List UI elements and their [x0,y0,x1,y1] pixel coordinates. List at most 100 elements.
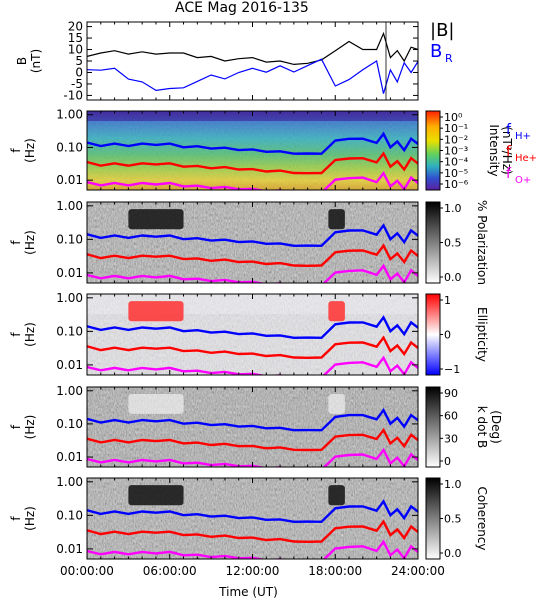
x-tick-label: 12:00:00 [226,564,280,578]
wave-event-wave-packet-2 [328,209,345,230]
legend-h-base: f [506,122,512,138]
y-tick-label: 0.01 [56,173,83,187]
gyrofrequency-f_he-line [87,519,418,544]
legend-h-sub: H+ [515,131,531,142]
colorbar-tick-label: 10⁻⁴ [444,156,469,169]
gyrofrequency-f_h-line [87,499,418,524]
wave-event-wave-packet-2 [328,485,345,506]
colorbar-tick-label: 10⁻⁵ [444,167,468,180]
x-tick-label: 00:00:00 [60,564,114,578]
gyrofrequency-f_h-line [87,131,418,155]
y-axis-label: f [9,240,23,245]
y-tick-label: -5 [71,77,83,91]
y-tick-label: 0.01 [56,450,83,464]
y-tick-label: 0.01 [56,542,83,556]
colorbar-label: (Deg) [489,410,503,444]
gyrofrequency-f_o-line [87,263,418,283]
y-axis-label: B [15,57,29,65]
y-axis-unit: (Hz) [23,138,37,163]
y-axis-label: f [9,148,23,153]
y-axis-label: f [9,424,23,429]
wave-event-wave-packet-2 [328,393,345,414]
colorbar-tick-label: 1 [444,294,451,307]
y-tick-label: 0.01 [56,266,83,280]
y-axis-unit: (Hz) [23,415,37,440]
colorbar-tick-label: 10⁻¹ [444,122,468,135]
colorbar-label: k dot B [475,406,489,448]
y-tick-label: 1.00 [56,108,83,122]
colorbar-label: % Polarization [475,200,489,285]
y-axis-unit: (Hz) [23,230,37,255]
y-tick-label: 0 [75,65,83,79]
ellipticity-heatmap-red [87,314,418,375]
y-tick-label: 10 [68,43,83,57]
b-total-line [87,31,418,66]
colorbar-tick-label: 0.0 [444,271,462,284]
x-tick-label: 06:00:00 [143,564,197,578]
colorbar-tick-label: 60 [444,410,458,423]
gyrofrequency-f_he-line [87,335,418,360]
colorbar-tick-label: 0 [444,329,451,342]
gyrofrequency-f_he-line [87,243,418,268]
y-tick-label: 1.00 [56,384,83,398]
y-tick-label: 0.10 [56,417,83,431]
colorbar-tick-label: 30 [444,432,458,445]
gyrofrequency-f_he-line [87,427,418,452]
y-tick-label: -10 [63,88,83,102]
colorbar-tick-label: 10⁰ [444,111,463,124]
colorbar-tick-label: 0.0 [444,547,462,560]
colorbar-label: Coherency [475,486,489,550]
gyrofrequency-f_h-line [87,407,418,432]
y-tick-label: 15 [68,31,83,45]
legend-b-total: |B| [430,20,454,41]
gyrofrequency-f_o-line [87,170,418,190]
y-tick-label: 1.00 [56,291,83,305]
gyrofrequency-f_he-line [87,151,418,175]
x-tick-label: 24:00:00 [391,564,445,578]
gyrofrequency-f_o-line [87,539,418,559]
polarization-colorbar [425,201,441,284]
kdotb-colorbar [425,386,441,468]
colorbar-label: Ellipticity [475,307,489,362]
y-axis-label: f [9,516,23,521]
y-tick-label: 0.10 [56,140,83,154]
y-tick-label: 1.00 [56,199,83,213]
legend-b-radial: B [430,41,442,62]
y-tick-label: 5 [75,54,83,68]
y-tick-label: 1.00 [56,475,83,489]
colorbar-label: (nT²/Hz) [500,126,514,174]
colorbar-tick-label: 0.5 [444,513,462,526]
y-tick-label: 0.01 [56,358,83,372]
y-axis-unit: (nT) [29,49,43,73]
colorbar-tick-label: 10⁻² [444,133,468,146]
colorbar-tick-label: −1 [444,363,460,376]
wave-event-wave-packet-1 [128,485,184,506]
legend-he-base: f [506,144,512,160]
legend-o-sub: O+ [515,175,531,186]
y-tick-label: 20 [68,20,83,34]
gyrofrequency-f_h-line [87,223,418,248]
y-tick-label: 0.10 [56,508,83,522]
colorbar-tick-label: 0.5 [444,237,462,250]
power-colorbar [425,110,441,191]
colorbar-tick-label: 0 [444,455,451,468]
colorbar-tick-label: 90 [444,387,458,400]
y-tick-label: 0.10 [56,324,83,338]
colorbar-tick-label: 1.0 [444,478,462,491]
colorbar-tick-label: 10⁻³ [444,145,468,158]
gyrofrequency-f_h-line [87,315,418,340]
colorbar-tick-label: 1.0 [444,202,462,215]
field-panel-bg [87,22,418,100]
wave-event-wave-packet-2 [328,301,345,322]
gyrofrequency-f_o-line [87,447,418,467]
legend-he-sub: He+ [515,153,537,164]
y-axis-unit: (Hz) [23,322,37,347]
wave-event-wave-packet-1 [128,393,184,414]
legend-b-radial-sub: R [445,52,453,65]
wave-event-wave-packet-1 [128,209,184,230]
chart-title: ACE Mag 2016-135 [175,0,309,16]
x-tick-label: 18:00:00 [308,564,362,578]
ellipticity-colorbar [425,293,441,376]
y-axis-unit: (Hz) [23,506,37,531]
